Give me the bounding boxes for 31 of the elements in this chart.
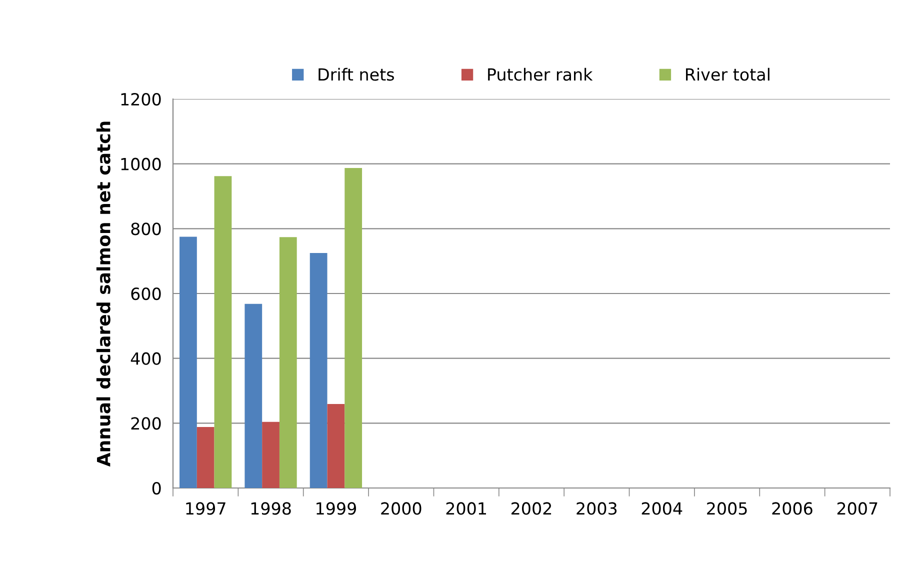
x-tick-label: 1998 [251,502,291,515]
y-tick-label: 800 [131,222,161,236]
bar [344,168,362,488]
x-tick-label: 1999 [316,502,356,515]
x-tick-label: 2004 [642,502,682,515]
bar [279,237,297,488]
legend-label: Drift nets [318,68,394,81]
bar [262,422,280,488]
x-tick-label: 2001 [446,502,486,515]
y-tick-label: 1000 [121,158,161,170]
y-axis-title: Annual declared salmon net catch [96,122,110,467]
y-tick-label: 200 [131,417,161,430]
bar [180,236,197,488]
legend-label: River total [686,68,770,81]
bar [214,176,232,488]
bar [244,304,262,488]
y-tick-label: 600 [131,287,161,300]
y-tick-label: 400 [130,352,161,365]
x-tick-label: 2003 [576,502,617,515]
x-tick-label: 2000 [381,502,422,515]
bar [310,252,328,488]
y-tick-label: 0 [152,482,161,495]
x-tick-label: 1997 [186,502,226,515]
x-tick-label: 2002 [512,502,552,515]
legend-label: Putcher rank [488,68,593,81]
y-tick-label: 1200 [121,92,161,106]
x-tick-label: 2005 [707,502,747,515]
bar [196,427,214,488]
x-tick-label: 2006 [772,502,812,515]
x-tick-label: 2007 [837,502,878,515]
bar [327,404,345,488]
